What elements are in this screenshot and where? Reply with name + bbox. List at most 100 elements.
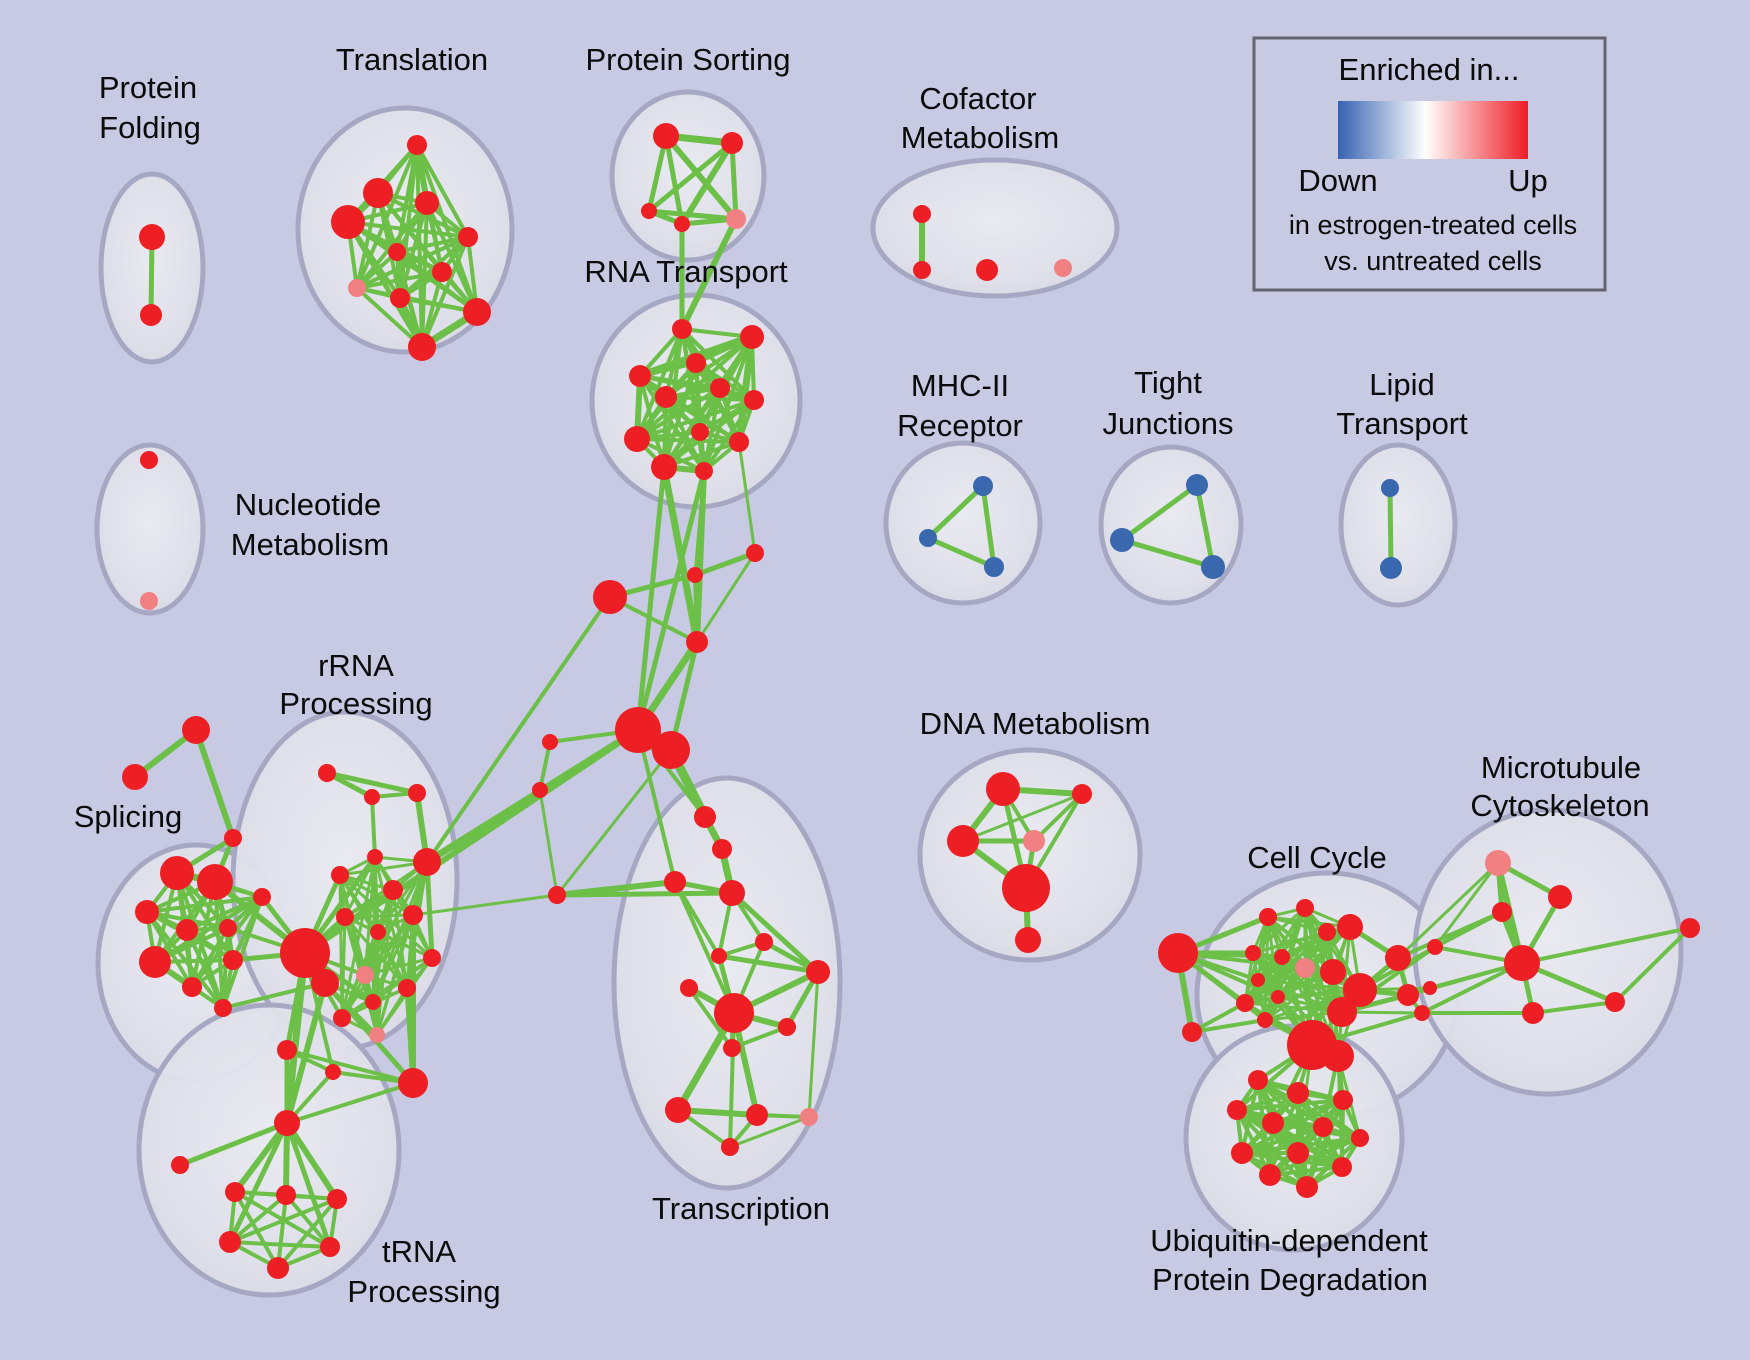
protein-sorting-node [653, 123, 679, 149]
edge [663, 134, 739, 221]
rrna-processing-node [311, 969, 339, 997]
rrna-processing-node [423, 949, 441, 967]
transcription-label: Transcription [652, 1191, 830, 1226]
cell-cycle-node [1182, 1022, 1202, 1042]
edge [303, 727, 640, 956]
cell-cycle-node [1251, 973, 1265, 987]
mhc-ii-receptor-node [973, 476, 993, 496]
nucleotide-metabolism-label: Nucleotide [235, 487, 381, 522]
edge [1613, 926, 1692, 1004]
edge [326, 770, 418, 796]
splicing-node [122, 764, 148, 790]
tight-junctions-node [1110, 528, 1134, 552]
edge [345, 220, 425, 349]
edge [636, 437, 740, 444]
tight-junctions-label: Junctions [1103, 406, 1234, 441]
edge [395, 250, 479, 314]
splicing-node [135, 900, 159, 924]
edge [1263, 956, 1284, 1021]
edge [284, 982, 328, 1124]
edge [1191, 1018, 1266, 1034]
edge [286, 1081, 414, 1125]
edge [664, 335, 754, 399]
legend-box [1252, 36, 1607, 292]
edge [371, 914, 415, 1003]
legend-down-label: Down [1298, 163, 1377, 198]
edge [375, 931, 380, 1036]
translation-node [415, 191, 439, 215]
rrna-processing-node [333, 1009, 351, 1027]
splicing-node [182, 977, 202, 997]
transcription-node [694, 806, 716, 828]
edge [731, 1025, 788, 1050]
microtubule-cytoskeleton-node [1504, 945, 1540, 981]
splicing-label: Splicing [74, 799, 183, 834]
nucleotide-metabolism-ellipse [94, 442, 206, 616]
ubiquitin-degradation-label: Ubiquitin-dependent [1150, 1223, 1428, 1258]
edge [1269, 1165, 1343, 1177]
protein-folding-label: Protein [99, 70, 197, 105]
transcription-node [680, 979, 698, 997]
trna-processing-node [274, 1110, 300, 1136]
edge [148, 236, 155, 316]
cell-cycle-label: Cell Cycle [1247, 840, 1387, 875]
transcription-node [719, 880, 745, 906]
edge [396, 235, 469, 254]
edge [695, 552, 757, 643]
protein-folding-label: Folding [99, 110, 201, 145]
protein-sorting-label: Protein Sorting [585, 42, 790, 77]
rrna-processing-node [367, 849, 383, 865]
edge [355, 286, 424, 349]
legend-subtitle-line2: vs. untreated cells [1324, 246, 1542, 276]
edge [556, 890, 733, 898]
microtubule-cytoskeleton-node [1427, 939, 1443, 955]
edge [1120, 482, 1199, 543]
trna-processing-node [219, 1231, 241, 1253]
rrna-processing-node [336, 908, 354, 926]
rrna-processing-label: Processing [279, 686, 432, 721]
edge [391, 889, 409, 989]
splicing-node [253, 888, 271, 906]
rrna-processing-node [413, 848, 441, 876]
rrna-processing-node [280, 928, 330, 978]
connectors-node [746, 544, 764, 562]
cofactor-metabolism-label: Metabolism [901, 120, 1060, 155]
edge [673, 881, 736, 1014]
dna-metabolism-node [986, 772, 1020, 806]
trna-processing-node [171, 1156, 189, 1174]
edge [356, 270, 443, 290]
ubiquitin-degradation-node [1287, 1142, 1309, 1164]
legend-gradient-bar [1338, 101, 1528, 159]
translation-node [331, 205, 365, 239]
microtubule-cytoskeleton-node [1548, 885, 1572, 909]
edge [1521, 926, 1691, 965]
edge [339, 860, 428, 877]
protein-folding-node [139, 224, 165, 250]
edge [635, 328, 684, 440]
translation-node [458, 227, 478, 247]
rna-transport-node [710, 378, 730, 398]
connectors-node [542, 734, 558, 750]
lipid-transport-label: Transport [1336, 406, 1468, 441]
trna-processing-node [267, 1257, 289, 1279]
dna-metabolism-node [1002, 864, 1050, 912]
trna-processing-node [327, 1189, 347, 1209]
edge [339, 873, 414, 917]
microtubule-cytoskeleton-node [1423, 981, 1437, 995]
rrna-processing-node [369, 1027, 385, 1043]
lipid-transport-label: Lipid [1369, 367, 1435, 402]
edge [1177, 951, 1306, 970]
tight-junctions-node [1201, 555, 1225, 579]
cell-cycle-node [1397, 984, 1419, 1006]
mhc-ii-receptor-node [919, 529, 937, 547]
protein-sorting-node [641, 203, 657, 219]
edge [663, 440, 740, 469]
rrna-processing-node [398, 1068, 428, 1098]
rna-transport-node [691, 423, 709, 441]
cluster-labels-layer: Protein Folding Translation Protein Sorting… [74, 42, 1650, 1309]
edge [1421, 961, 1523, 1015]
rrna-processing-label: rRNA [318, 648, 394, 683]
ubiquitin-degradation-node [1227, 1100, 1247, 1120]
tight-junctions-node [1186, 474, 1208, 496]
ubiquitin-degradation-node [1296, 1176, 1318, 1198]
